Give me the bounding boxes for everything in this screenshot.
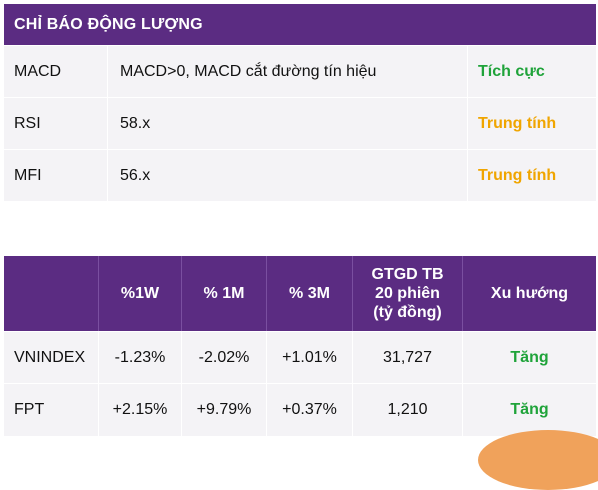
header-avg-volume: GTGD TB 20 phiên (tỷ đồng): [353, 256, 463, 331]
indicator-name: MACD: [4, 46, 108, 97]
indicator-description: MACD>0, MACD cắt đường tín hiệu: [108, 46, 468, 97]
change-1m: +9.79%: [182, 384, 267, 436]
performance-row-vnindex: VNINDEX -1.23% -2.02% +1.01% 31,727 Tăng: [4, 331, 596, 384]
indicator-status: Tích cực: [478, 62, 545, 80]
change-3m: +1.01%: [267, 332, 353, 384]
indicator-table-title: CHỈ BÁO ĐỘNG LƯỢNG: [4, 4, 596, 45]
indicator-name: RSI: [4, 98, 108, 149]
avg-volume: 31,727: [353, 332, 463, 384]
trend-label: Tăng: [510, 349, 549, 366]
change-1w: -1.23%: [99, 332, 182, 384]
decorative-shape: [478, 430, 598, 490]
header-3m: % 3M: [267, 256, 353, 331]
trend-label: Tăng: [510, 401, 549, 418]
performance-table-header: %1W % 1M % 3M GTGD TB 20 phiên (tỷ đồng)…: [4, 256, 596, 331]
indicator-row-macd: MACD MACD>0, MACD cắt đường tín hiệu Tíc…: [4, 45, 596, 97]
ticker-name: FPT: [4, 384, 99, 436]
header-empty: [4, 256, 99, 331]
indicator-status: Trung tính: [478, 166, 557, 184]
ticker-name: VNINDEX: [4, 332, 99, 384]
change-1w: +2.15%: [99, 384, 182, 436]
indicator-status: Trung tính: [478, 114, 557, 132]
performance-row-fpt: FPT +2.15% +9.79% +0.37% 1,210 Tăng: [4, 383, 596, 436]
header-1m: % 1M: [182, 256, 267, 331]
change-3m: +0.37%: [267, 384, 353, 436]
header-1w: %1W: [99, 256, 182, 331]
indicator-row-rsi: RSI 58.x Trung tính: [4, 97, 596, 149]
indicator-name: MFI: [4, 150, 108, 201]
indicator-description: 56.x: [108, 150, 468, 201]
change-1m: -2.02%: [182, 332, 267, 384]
indicator-row-mfi: MFI 56.x Trung tính: [4, 149, 596, 201]
header-trend: Xu hướng: [490, 285, 569, 302]
avg-volume: 1,210: [353, 384, 463, 436]
indicator-description: 58.x: [108, 98, 468, 149]
